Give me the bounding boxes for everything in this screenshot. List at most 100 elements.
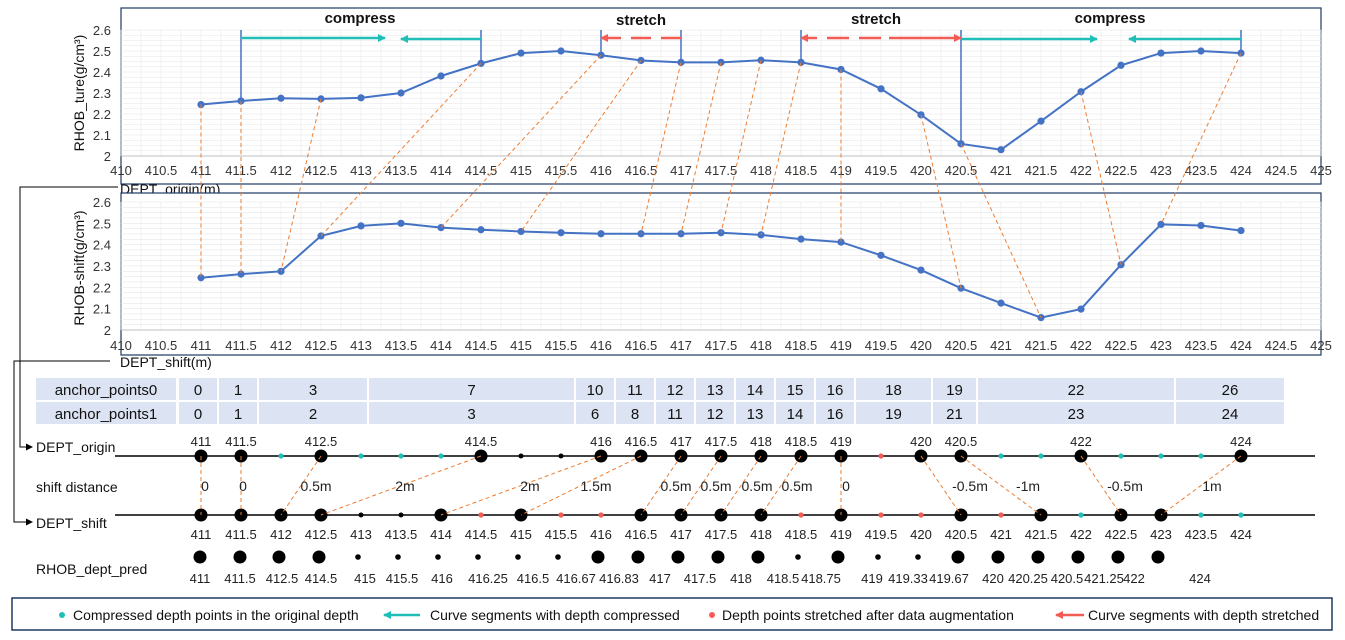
series-point [277,94,285,102]
table-cell [978,402,1174,424]
origin-depth-label: 419 [830,434,852,449]
pred-depth-label: 418.5 [767,571,800,586]
pred-point [591,550,605,564]
x-tick-label: 420.5 [945,163,978,178]
table-cell-value: 7 [467,382,475,399]
shift-distance-value: 0.5m [741,478,772,494]
shift-depth-label: 423 [1150,527,1172,542]
compressed-point [1078,512,1084,518]
x-tick-label: 415.5 [545,163,578,178]
shift-depth-label: 420 [910,527,932,542]
guide-line [280,98,322,272]
table-cell-value: 23 [1068,406,1085,423]
legend-compressed-segments: Curve segments with depth compressed [430,607,680,623]
pred-point [355,554,361,560]
track-guide-line [1080,455,1122,516]
track-guide-line [280,455,322,516]
bracket-shift [13,360,110,526]
pred-point [671,550,685,564]
track-guide-line [1160,455,1242,516]
shift-point [358,512,364,518]
x-tick-label: 411 [191,338,212,353]
x-tick-label: 422 [1070,338,1092,353]
guide-line [960,143,1042,318]
shift-distance-value: -1m [1016,478,1040,494]
x-tick-label: 422 [1070,163,1092,178]
pred-point [515,554,521,560]
stretched-point [478,512,484,518]
shift-distance-value: 0.5m [781,478,812,494]
table-cell [259,378,367,400]
compressed-point [358,453,364,459]
track-label-shift: DEPT_shift [36,515,107,531]
table-cell-value: 2 [309,406,317,423]
shift-depth-label: 418.5 [785,527,818,542]
pred-depth-label: 415 [354,571,376,586]
shift-distance-value: 0 [842,478,850,494]
stretched-point [998,512,1004,518]
chart-bottom-ylabel: RHOB-shift(g/cm³) [71,210,87,325]
y-tick-label: 2.5 [93,216,111,231]
table-cell-value: 3 [467,406,475,423]
pred-point [991,550,1005,564]
table-cell [776,402,814,424]
track-guide-line [680,455,722,516]
x-tick-label: 425 [1310,163,1332,178]
x-tick-label: 410 [110,338,132,353]
stretched-point [598,512,604,518]
legend-stretched-points: Depth points stretched after data augmen… [722,607,1014,623]
table-cell [1176,402,1284,424]
pred-depth-label: 418 [730,571,752,586]
pred-depth-label: 419.33 [888,571,928,586]
table-cell [978,378,1174,400]
pred-depth-label: 420 [982,571,1004,586]
track-guide-line [920,455,962,516]
bracket-origin [19,186,118,451]
x-tick-label: 412 [270,338,292,353]
table-cell [369,378,574,400]
shift-depth-label: 417 [670,527,692,542]
pred-depth-label: 416.67 [556,571,596,586]
origin-depth-label: 424 [1230,434,1252,449]
stretched-point [558,512,564,518]
x-tick-label: 417.5 [705,163,738,178]
shift-depth-label: 421 [990,527,1012,542]
pred-point [915,554,921,560]
y-tick-label: 2.1 [93,302,111,317]
chart-bottom: 22.12.22.32.42.52.6 410 410.5 411 411.5 412 4… [71,192,1332,370]
chart-top-grid [120,29,1322,157]
series-point [197,274,205,282]
annotation-stretch-2: stretch [851,11,901,28]
pred-point [193,550,207,564]
pred-depth-label: 415.5 [386,571,419,586]
pred-point [1111,550,1125,564]
x-tick-label: 419.5 [865,163,898,178]
shift-depth-label: 424 [1230,527,1252,542]
table-cell [656,402,694,424]
shift-depth-label: 412.5 [305,527,338,542]
table-cell-value: 24 [1222,406,1239,423]
x-tick-label: 422.5 [1105,338,1138,353]
table-cell-value: 15 [787,382,804,399]
x-tick-label: 423.5 [1185,163,1218,178]
shift-distance-value: 2m [395,478,414,494]
pred-depth-label: 420.5 [1051,571,1084,586]
pred-depth-label: 416.25 [468,571,508,586]
x-tick-label: 411.5 [225,338,257,353]
stretched-point [878,453,884,459]
series-point [997,299,1005,307]
origin-depth-label: 418.5 [785,434,818,449]
track-guide-line [760,455,802,516]
table-cell [219,402,257,424]
table-cell-value: 26 [1222,382,1239,399]
pred-point [831,550,845,564]
y-tick-label: 2.3 [93,86,111,101]
x-tick-label: 413.5 [385,163,418,178]
x-tick-label: 416 [590,163,612,178]
x-tick-label: 412 [270,163,292,178]
track-guide-line [640,455,682,516]
anchor-table: anchor_points0 0 1 3 7 10 11 12 13 14 15 16 18 19 22 26… [36,378,1284,424]
legend-compressed-point-icon [59,612,65,618]
x-tick-label: 413.5 [385,338,418,353]
table-cell-value: 8 [631,406,639,423]
